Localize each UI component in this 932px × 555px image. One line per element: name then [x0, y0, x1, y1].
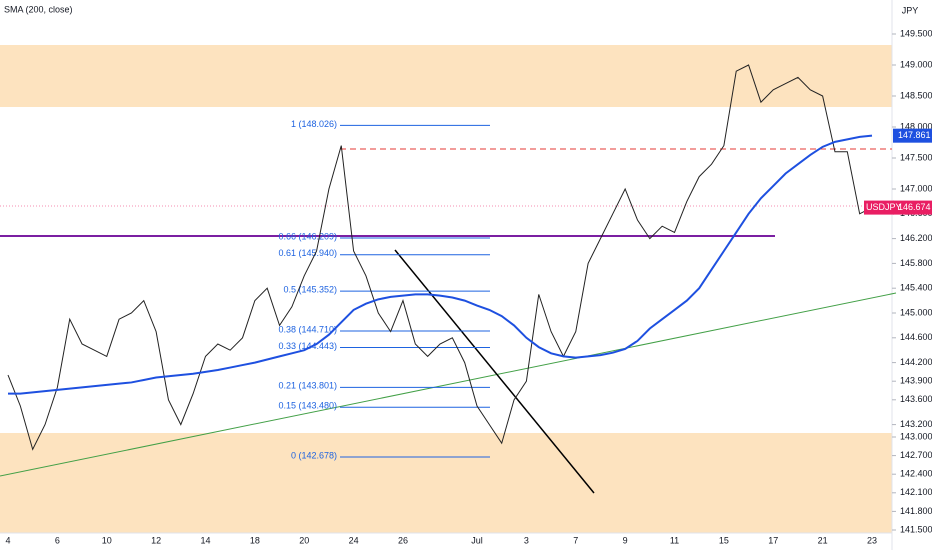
x-tick-label: 9 — [623, 535, 628, 545]
x-tick-label: 11 — [670, 535, 679, 545]
y-tick-label: 142.700 — [900, 450, 932, 460]
y-tick-label: 144.600 — [900, 332, 932, 342]
y-tick-label: 141.800 — [900, 506, 932, 516]
y-tick-label: 147.500 — [900, 152, 932, 162]
price-tag — [893, 200, 932, 215]
y-tick-label: 148.500 — [900, 90, 932, 100]
y-tick-label: 141.500 — [900, 524, 932, 534]
price-tag — [893, 128, 932, 143]
x-tick-label: 10 — [102, 535, 112, 545]
currency-label: JPY — [902, 5, 919, 15]
y-tick-label: 149.000 — [900, 59, 932, 69]
symbol-tag — [864, 200, 894, 215]
y-tick-label: 145.800 — [900, 258, 932, 268]
y-tick-label: 146.200 — [900, 233, 932, 243]
y-tick-label: 142.100 — [900, 487, 932, 497]
y-tick-label: 144.200 — [900, 357, 932, 367]
fib-label: 0.61 (145.940) — [278, 248, 337, 258]
y-tick-label: 145.400 — [900, 283, 932, 293]
price-tag-label: 146.674 — [898, 202, 931, 212]
fib-label: 0.15 (143.480) — [278, 401, 337, 411]
x-tick-label: 23 — [867, 535, 877, 545]
fib-label: 0.66 (146.209) — [278, 231, 337, 241]
x-tick-label: 7 — [573, 535, 578, 545]
y-tick-label: 147.000 — [900, 183, 932, 193]
trend-line — [0, 292, 897, 477]
series-line — [7, 64, 873, 451]
x-tick-label: 15 — [719, 535, 729, 545]
x-tick-label: Jul — [471, 535, 483, 545]
symbol-label: USDJPY — [866, 202, 902, 212]
y-tick-label: 143.900 — [900, 376, 932, 386]
x-tick-label: 6 — [55, 535, 60, 545]
fib-label: 0.21 (143.801) — [278, 381, 337, 391]
x-tick-label: 26 — [398, 535, 408, 545]
demand-zone — [0, 433, 892, 533]
x-tick-label: 4 — [5, 535, 10, 545]
y-tick-label: 142.400 — [900, 469, 932, 479]
fib-label: 0.38 (144.710) — [278, 324, 337, 334]
y-tick-label: 143.600 — [900, 394, 932, 404]
y-tick-label: 149.500 — [900, 28, 932, 38]
series-line — [8, 134, 873, 395]
x-tick-label: 21 — [818, 535, 828, 545]
fib-label: 0 (142.678) — [291, 450, 337, 460]
x-tick-label: 12 — [151, 535, 161, 545]
indicator-label: SMA (200, close) — [4, 4, 73, 14]
fib-label: 0.5 (145.352) — [283, 285, 337, 295]
supply-zone — [0, 45, 892, 107]
y-tick-label: 143.000 — [900, 431, 932, 441]
x-tick-label: 3 — [524, 535, 529, 545]
trend-line — [394, 249, 595, 494]
x-tick-label: 18 — [250, 535, 260, 545]
fib-label: 1 (148.026) — [291, 119, 337, 129]
x-tick-label: 24 — [349, 535, 359, 545]
y-tick-label: 143.200 — [900, 419, 932, 429]
x-tick-label: 17 — [768, 535, 778, 545]
price-tag-label: 147.861 — [898, 130, 931, 140]
x-tick-label: 20 — [299, 535, 309, 545]
y-tick-label: 148.000 — [900, 121, 932, 131]
fib-label: 0.33 (144.443) — [278, 341, 337, 351]
y-tick-label: 145.000 — [900, 307, 932, 317]
x-tick-label: 14 — [200, 535, 210, 545]
